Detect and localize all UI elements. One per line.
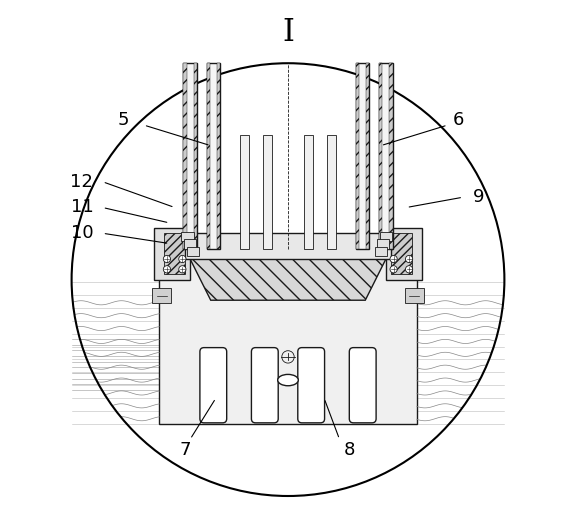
Bar: [379, 63, 393, 249]
Text: 9: 9: [473, 188, 484, 206]
Text: 7: 7: [179, 441, 191, 458]
Circle shape: [164, 266, 170, 273]
Text: 11: 11: [70, 198, 93, 217]
Bar: [154, 228, 190, 280]
Text: 10: 10: [71, 224, 93, 242]
Circle shape: [390, 255, 397, 263]
Bar: [153, 289, 171, 303]
Bar: [207, 63, 210, 249]
Text: 6: 6: [452, 111, 464, 129]
Circle shape: [406, 255, 412, 263]
Circle shape: [179, 266, 186, 273]
Bar: [366, 63, 369, 249]
FancyBboxPatch shape: [200, 348, 227, 423]
Text: 12: 12: [70, 172, 93, 191]
Bar: [183, 63, 197, 249]
Circle shape: [164, 255, 170, 263]
Text: 5: 5: [118, 111, 129, 129]
Polygon shape: [185, 249, 391, 300]
Bar: [374, 247, 387, 256]
Bar: [356, 63, 359, 249]
Bar: [263, 135, 272, 249]
Bar: [217, 63, 220, 249]
Bar: [181, 232, 194, 241]
FancyBboxPatch shape: [251, 348, 278, 423]
Bar: [184, 239, 196, 249]
Bar: [207, 63, 220, 249]
Circle shape: [390, 266, 397, 273]
Bar: [405, 289, 423, 303]
Bar: [379, 63, 382, 249]
Bar: [386, 228, 422, 280]
Ellipse shape: [278, 375, 298, 386]
Bar: [391, 233, 412, 275]
Bar: [389, 63, 393, 249]
Circle shape: [179, 255, 186, 263]
Bar: [194, 63, 197, 249]
Bar: [356, 63, 369, 249]
Bar: [187, 247, 199, 256]
Bar: [240, 135, 249, 249]
Bar: [183, 63, 187, 249]
Bar: [327, 135, 336, 249]
Text: 8: 8: [344, 441, 355, 458]
Bar: [304, 135, 313, 249]
Bar: [377, 239, 389, 249]
Bar: [380, 232, 392, 241]
Bar: [164, 233, 185, 275]
FancyBboxPatch shape: [298, 348, 325, 423]
Bar: [185, 233, 391, 259]
Bar: [159, 243, 417, 424]
Circle shape: [406, 266, 412, 273]
Text: I: I: [282, 17, 294, 48]
FancyBboxPatch shape: [349, 348, 376, 423]
